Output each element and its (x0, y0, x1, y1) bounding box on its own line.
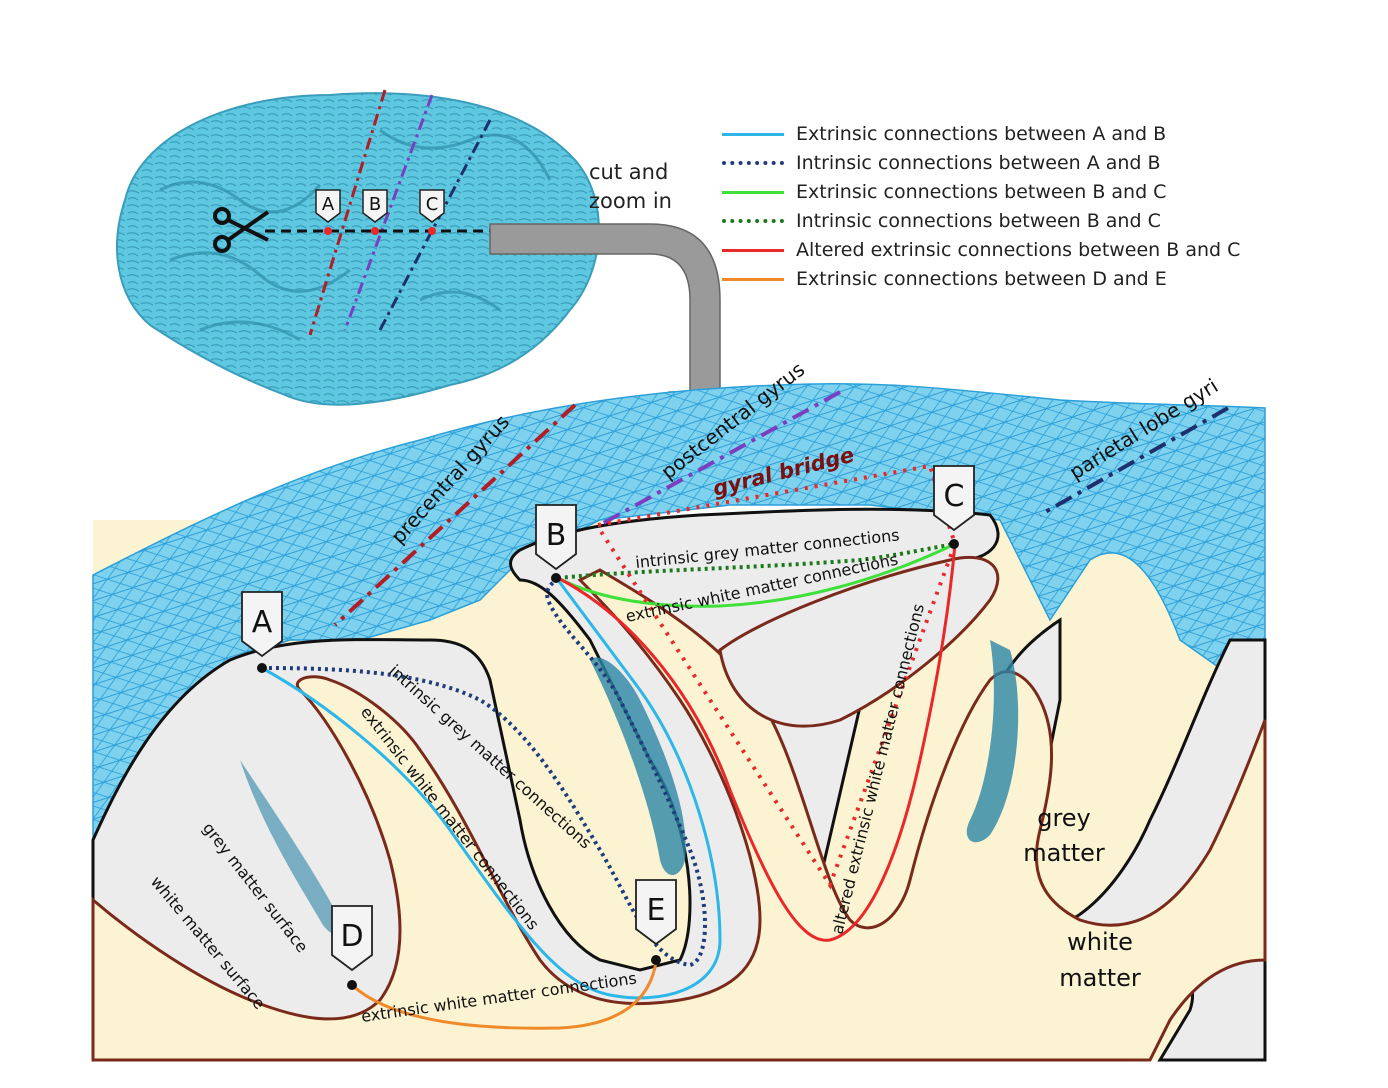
svg-text:B: B (369, 194, 381, 215)
parietal-line-small (378, 119, 492, 331)
node-a: A (241, 591, 283, 673)
legend-swatch (722, 277, 784, 281)
bc-altered-path (557, 543, 957, 942)
legend-swatch (722, 219, 784, 223)
svg-text:B: B (546, 518, 567, 553)
legend-label: Intrinsic connections between A and B (796, 152, 1161, 174)
postcentral-line (599, 390, 841, 527)
svg-text:C: C (426, 194, 439, 215)
cut-zoom-label: cut and zoom in (589, 158, 672, 216)
postcentral-line-small (343, 94, 434, 331)
legend-label: Intrinsic connections between B and C (796, 210, 1161, 232)
brain-shape (116, 92, 600, 406)
svg-text:D: D (340, 919, 363, 954)
cut-zoom-line-1: cut and (589, 160, 669, 184)
sulcus-shadow-b (590, 657, 686, 875)
node-d: D (331, 905, 373, 990)
legend-swatch (722, 248, 784, 252)
legend-item: Extrinsic connections between B and C (722, 179, 1166, 205)
sulcus-shadow-d (240, 760, 343, 935)
white-matter-label-2: matter (1059, 964, 1141, 992)
bc-extrinsic-path (557, 542, 956, 608)
legend-label: Altered extrinsic connections between B … (796, 239, 1241, 261)
legend-item: Intrinsic connections between A and B (722, 150, 1161, 176)
svg-text:A: A (322, 194, 335, 215)
legend-item: Altered extrinsic connections between B … (722, 237, 1240, 263)
legend-label: Extrinsic connections between D and E (796, 268, 1167, 290)
bc-intrinsic-path (557, 542, 956, 580)
parietal-line (1039, 406, 1229, 517)
white-matter-label-1: white (1067, 928, 1133, 956)
svg-text:C: C (944, 479, 965, 514)
ab-extrinsic-path (261, 579, 722, 1000)
sulcus-shadow-c (966, 640, 1019, 843)
white-matter-island (718, 555, 1000, 728)
legend-item: Intrinsic connections between B and C (722, 208, 1161, 234)
brain-marker-b: B (362, 189, 388, 223)
grey-matter-label-1: grey (1037, 804, 1091, 832)
grey-matter-label-2: matter (1023, 839, 1105, 867)
svg-text:E: E (647, 893, 666, 928)
cut-zoom-line-2: zoom in (589, 189, 672, 213)
legend-item: Extrinsic connections between A and B (722, 121, 1166, 147)
brain-marker-a: A (315, 189, 341, 223)
precentral-line-small (308, 89, 387, 336)
legend-swatch (722, 190, 784, 194)
de-extrinsic-path (350, 961, 658, 1030)
node-e: E (635, 879, 677, 965)
legend-swatch (722, 132, 784, 136)
brain-overview: A B C (116, 89, 600, 406)
legend-label: Extrinsic connections between B and C (796, 181, 1167, 203)
legend-swatch (722, 161, 784, 165)
node-c: C (933, 465, 975, 549)
scissors-icon (213, 207, 270, 253)
ab-intrinsic-path (261, 578, 707, 968)
node-b: B (535, 504, 577, 583)
legend-label: Extrinsic connections between A and B (796, 123, 1167, 145)
legend-item: Extrinsic connections between D and E (722, 266, 1167, 292)
brain-marker-c: C (419, 189, 445, 223)
svg-text:A: A (252, 605, 273, 640)
